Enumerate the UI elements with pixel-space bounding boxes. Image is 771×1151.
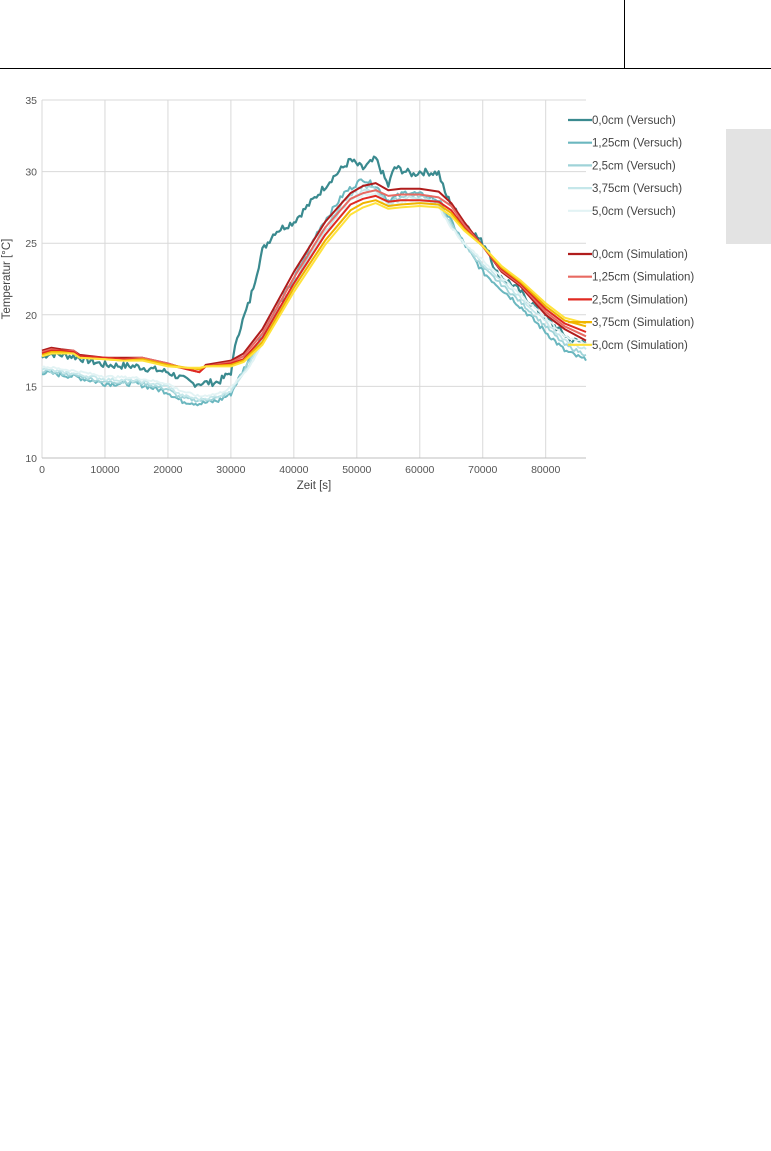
grid: [41, 99, 586, 459]
series-line-5: [41, 182, 587, 374]
y-tick-label: 35: [25, 95, 37, 107]
x-tick-label: 60000: [405, 464, 434, 476]
x-tick-label: 40000: [279, 464, 308, 476]
header-divider: [624, 0, 625, 69]
series-line-1: [42, 178, 587, 407]
x-axis-title: Zeit [s]: [297, 480, 332, 492]
series-lines: [41, 155, 587, 407]
y-tick-label: 15: [25, 381, 37, 393]
series-line-8: [41, 199, 587, 371]
series-line-3: [41, 188, 587, 402]
legend-label: 1,25cm (Versuch): [592, 138, 682, 150]
x-tick-label: 0: [39, 464, 45, 476]
legend: 0,0cm (Versuch) 1,25cm (Versuch) 2,5cm (Ve…: [568, 115, 694, 352]
y-tick-label: 20: [25, 310, 37, 322]
y-tick-label: 10: [25, 453, 37, 465]
legend-label: 2,5cm (Simulation): [592, 294, 688, 306]
legend-label: 0,0cm (Simulation): [592, 249, 688, 261]
x-tick-label: 30000: [216, 464, 245, 476]
chapter-side-tab: [726, 129, 771, 244]
header-rule: [0, 68, 771, 69]
legend-label: 1,25cm (Simulation): [592, 272, 694, 284]
legend-label: 2,5cm (Versuch): [592, 160, 676, 172]
series-line-7: [41, 194, 587, 374]
x-tick-label: 10000: [90, 464, 119, 476]
series-line-9: [41, 202, 587, 369]
x-tick-label: 80000: [531, 464, 560, 476]
legend-label: 3,75cm (Simulation): [592, 317, 694, 329]
legend-label: 5,0cm (Versuch): [592, 206, 676, 218]
tick-labels: 10 15 20 25 30 35 0 10000 20000 30000 40000 50000 60…: [25, 95, 560, 476]
legend-label: 3,75cm (Versuch): [592, 183, 682, 195]
legend-label: 0,0cm (Versuch): [592, 115, 676, 127]
legend-label: 5,0cm (Simulation): [592, 340, 688, 352]
x-tick-label: 50000: [342, 464, 371, 476]
series-line-0: [41, 155, 587, 388]
x-tick-label: 20000: [153, 464, 182, 476]
temperature-chart: 10 15 20 25 30 35 0 10000 20000 30000 40000 50000 60…: [1, 95, 694, 492]
x-tick-label: 70000: [468, 464, 497, 476]
y-axis-title: Temperatur [°C]: [1, 239, 13, 320]
y-tick-label: 30: [25, 167, 37, 179]
y-tick-label: 25: [25, 238, 37, 250]
